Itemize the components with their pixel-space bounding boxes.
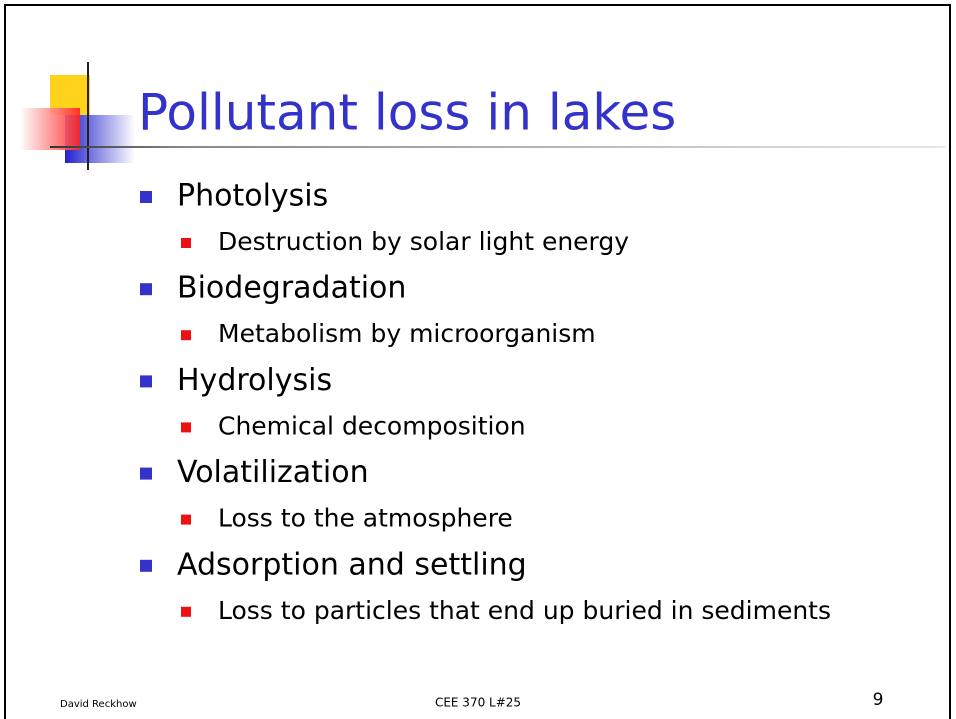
- sub-bullet-text: Loss to the atmosphere: [218, 504, 513, 533]
- sub-bullet-square: [181, 606, 191, 617]
- bullet-list: Photolysis Destruction by solar light ene…: [140, 179, 831, 625]
- sub-bullet-text: Loss to particles that end up buried in …: [218, 596, 831, 625]
- title-rule: [50, 146, 945, 148]
- bullet-square: [140, 283, 152, 296]
- bullet-square: [140, 559, 152, 572]
- bullet-square: [140, 375, 152, 388]
- footer-author: David Reckhow: [60, 699, 137, 710]
- sub-bullet-square: [181, 330, 191, 341]
- sub-bullet-text: Chemical decomposition: [218, 411, 526, 440]
- bullet-text: Photolysis: [177, 179, 328, 214]
- sub-bullet-square: [181, 238, 191, 248]
- bullet-text: Adsorption and settling: [177, 547, 527, 582]
- bullet-text: Hydrolysis: [177, 363, 332, 398]
- bullet-square: [140, 467, 152, 480]
- sub-bullet-text: Destruction by solar light energy: [218, 227, 629, 256]
- bullet-square: [140, 191, 152, 203]
- sub-bullet-square: [181, 514, 191, 525]
- bullet-text: Volatilization: [177, 455, 369, 490]
- page-number: 9: [873, 690, 884, 710]
- sub-bullet-square: [181, 422, 191, 433]
- deco-red: [20, 108, 80, 150]
- slide-border: [4, 4, 951, 719]
- slide-title: Pollutant loss in lakes: [138, 84, 676, 142]
- footer-course: CEE 370 L#25: [435, 696, 521, 710]
- bullet-text: Biodegradation: [177, 271, 406, 306]
- sub-bullet-text: Metabolism by microorganism: [218, 319, 596, 348]
